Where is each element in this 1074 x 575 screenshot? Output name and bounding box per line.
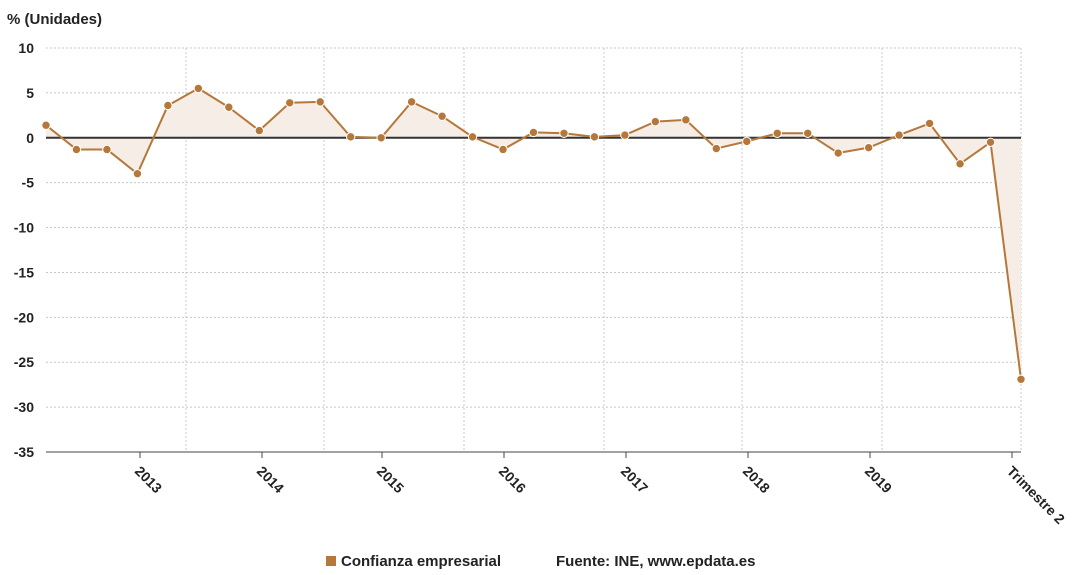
zero-line [46,136,1021,453]
x-tick-label: 2016 [496,463,529,496]
data-point [528,127,539,138]
data-point [102,144,112,155]
data-point [650,116,661,127]
x-tick-labels: 2013 2014 2015 2016 2017 2018 2019 Trimestre 2 [132,452,1068,527]
data-point [772,128,782,138]
data-point [224,102,234,112]
x-tick-label: 2013 [132,463,165,496]
data-point [559,128,569,138]
y-tick-labels: 10 5 0 -5 -10 -15 -20 -25 -30 -35 [14,40,34,460]
data-point [1016,374,1026,384]
legend: Confianza empresarial Fuente: INE, www.e… [326,553,755,570]
data-point [376,133,386,143]
data-point [163,100,173,111]
y-axis-label: % (Unidades) [7,11,102,28]
data-point [193,83,204,94]
data-point [681,115,691,125]
data-point [498,144,508,155]
y-tick-label: -30 [14,399,34,415]
x-tick-label: 2018 [740,463,773,496]
y-tick-label: -35 [14,444,34,460]
data-point [71,144,82,155]
y-tick-label: 0 [26,130,34,146]
legend-swatch [326,556,336,566]
y-tick-label: -15 [14,264,34,280]
data-point [955,159,965,169]
data-point [41,120,51,130]
x-tick-label: Trimestre 2 [1004,463,1068,527]
data-point [924,118,935,129]
y-tick-label: -10 [14,220,34,236]
data-point [863,142,874,153]
data-point [315,97,325,107]
data-point [406,97,417,107]
y-tick-label: -25 [14,354,34,370]
data-point [894,130,904,140]
y-tick-label: 5 [26,85,34,101]
data-point [620,130,630,140]
x-tick-label: 2017 [618,463,651,496]
y-tick-label: -5 [22,175,35,191]
data-point [285,98,295,108]
data-point [132,168,143,179]
data-point [467,132,478,142]
source-note: Fuente: INE, www.epdata.es [556,553,755,570]
data-point [985,137,996,147]
data-point [803,128,813,138]
data-point [345,132,356,142]
data-point [833,148,843,158]
x-tick-label: 2014 [254,463,287,496]
y-tick-label: 10 [18,40,34,56]
data-point [589,132,600,142]
legend-label: Confianza empresarial [341,553,501,570]
data-point [742,136,752,147]
x-tick-label: 2019 [862,463,895,496]
data-point [437,111,447,121]
data-point [711,143,722,154]
data-point [254,125,264,136]
x-tick-label: 2015 [374,463,407,496]
y-tick-label: -20 [14,309,34,325]
data-points [41,83,1026,384]
